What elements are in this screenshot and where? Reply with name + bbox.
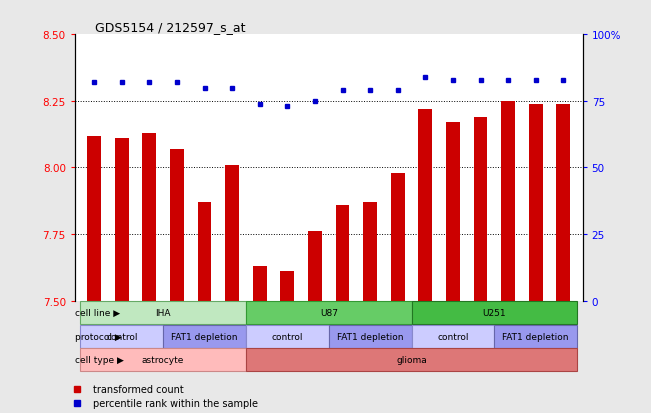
Text: IHA: IHA xyxy=(156,309,171,317)
Bar xyxy=(391,173,405,301)
Text: cell line ▶: cell line ▶ xyxy=(76,309,120,317)
Bar xyxy=(80,349,246,371)
Text: cell type ▶: cell type ▶ xyxy=(76,356,124,364)
Bar xyxy=(446,123,460,301)
Bar xyxy=(336,205,350,301)
Bar xyxy=(87,136,101,301)
Bar xyxy=(253,266,267,301)
Bar xyxy=(419,109,432,301)
Text: FAT1 depletion: FAT1 depletion xyxy=(337,332,404,341)
Bar xyxy=(529,104,543,301)
Bar xyxy=(557,104,570,301)
Text: control: control xyxy=(437,332,469,341)
Bar xyxy=(281,272,294,301)
Bar xyxy=(246,301,411,324)
Text: control: control xyxy=(271,332,303,341)
Text: U87: U87 xyxy=(320,309,338,317)
Bar xyxy=(329,325,411,348)
Bar xyxy=(494,325,577,348)
Bar xyxy=(80,301,246,324)
Bar xyxy=(163,325,246,348)
Bar xyxy=(198,203,212,301)
Text: glioma: glioma xyxy=(396,356,427,364)
Bar xyxy=(363,203,377,301)
Bar xyxy=(474,118,488,301)
Bar xyxy=(80,325,163,348)
Text: GDS5154 / 212597_s_at: GDS5154 / 212597_s_at xyxy=(95,21,245,34)
Text: FAT1 depletion: FAT1 depletion xyxy=(171,332,238,341)
Bar xyxy=(411,301,577,324)
Bar xyxy=(501,102,515,301)
Text: U251: U251 xyxy=(482,309,506,317)
Text: FAT1 depletion: FAT1 depletion xyxy=(503,332,569,341)
Bar xyxy=(115,139,129,301)
Text: astrocyte: astrocyte xyxy=(142,356,184,364)
Bar xyxy=(308,232,322,301)
Text: transformed count: transformed count xyxy=(92,385,184,394)
Bar xyxy=(246,325,329,348)
Text: protocol ▶: protocol ▶ xyxy=(76,332,122,341)
Bar xyxy=(246,349,577,371)
Text: percentile rank within the sample: percentile rank within the sample xyxy=(92,398,258,408)
Bar xyxy=(170,150,184,301)
Bar xyxy=(411,325,494,348)
Text: control: control xyxy=(106,332,137,341)
Bar xyxy=(225,166,239,301)
Bar xyxy=(143,133,156,301)
